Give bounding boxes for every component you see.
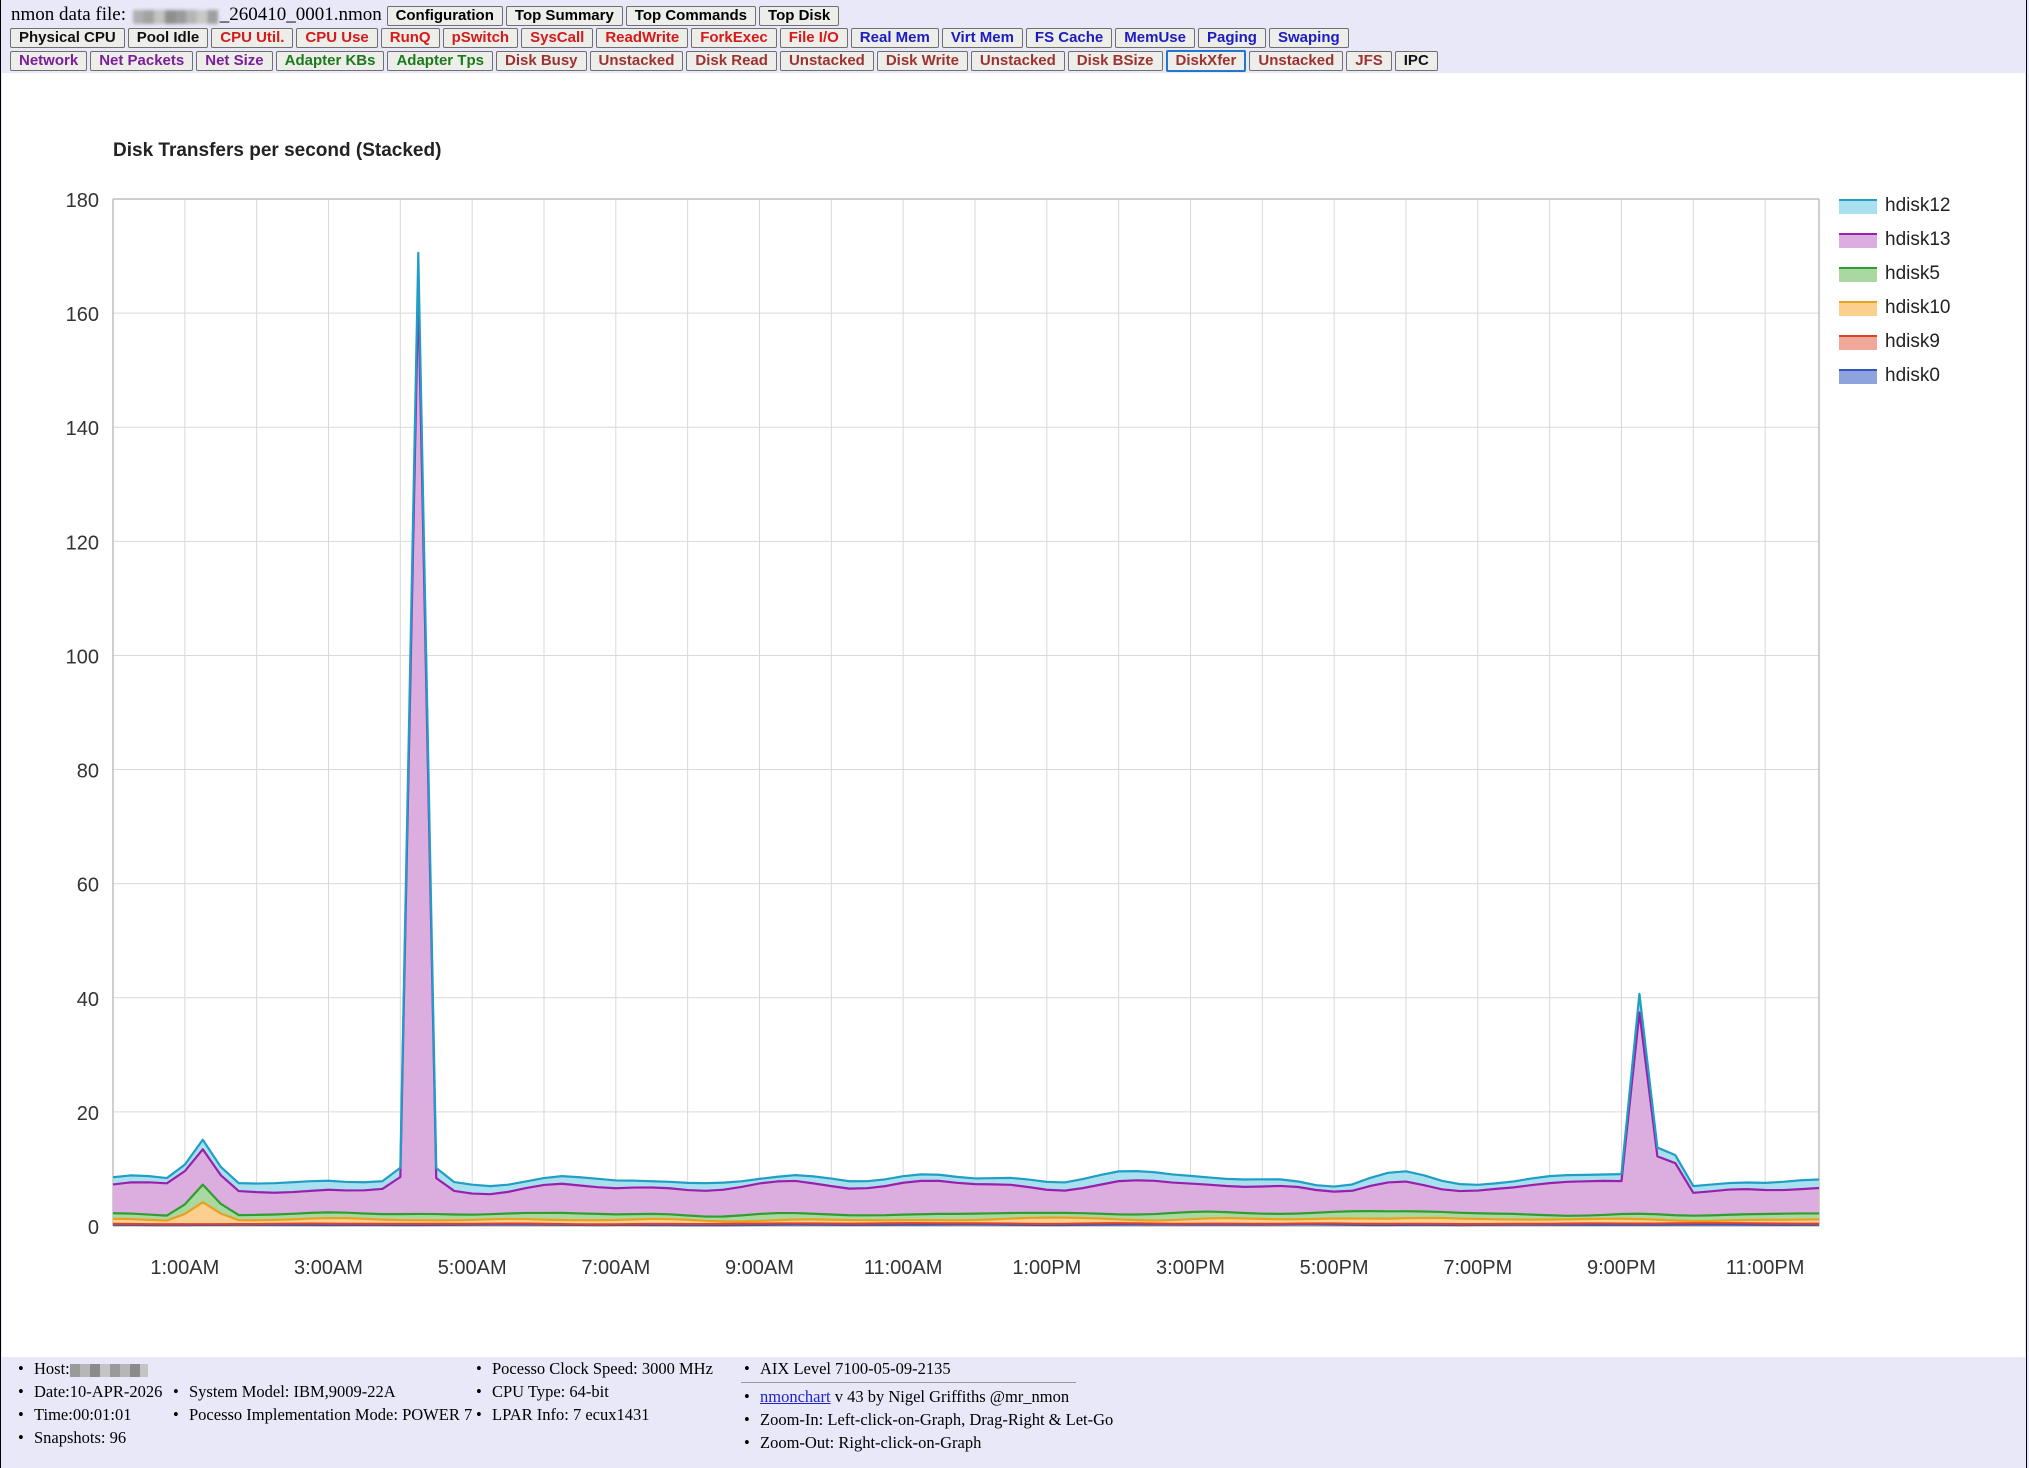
svg-text:80: 80 [77, 761, 99, 783]
svg-text:60: 60 [77, 875, 99, 897]
svg-text:3:00AM: 3:00AM [294, 1257, 363, 1279]
svg-text:0: 0 [88, 1217, 99, 1239]
svg-text:7:00PM: 7:00PM [1443, 1257, 1512, 1279]
svg-text:5:00AM: 5:00AM [438, 1257, 507, 1279]
svg-text:100: 100 [66, 646, 99, 668]
svg-text:3:00PM: 3:00PM [1156, 1257, 1225, 1279]
svg-text:11:00PM: 11:00PM [1726, 1257, 1805, 1279]
svg-text:20: 20 [77, 1103, 99, 1125]
svg-text:11:00AM: 11:00AM [864, 1257, 943, 1279]
svg-text:9:00PM: 9:00PM [1587, 1257, 1656, 1279]
svg-text:40: 40 [77, 989, 99, 1011]
svg-text:140: 140 [66, 418, 99, 440]
svg-text:7:00AM: 7:00AM [581, 1257, 650, 1279]
svg-text:120: 120 [66, 532, 99, 554]
svg-text:180: 180 [66, 190, 99, 212]
svg-text:5:00PM: 5:00PM [1300, 1257, 1369, 1279]
svg-text:160: 160 [66, 304, 99, 326]
svg-text:1:00PM: 1:00PM [1012, 1257, 1081, 1279]
svg-text:1:00AM: 1:00AM [150, 1257, 219, 1279]
svg-text:9:00AM: 9:00AM [725, 1257, 794, 1279]
